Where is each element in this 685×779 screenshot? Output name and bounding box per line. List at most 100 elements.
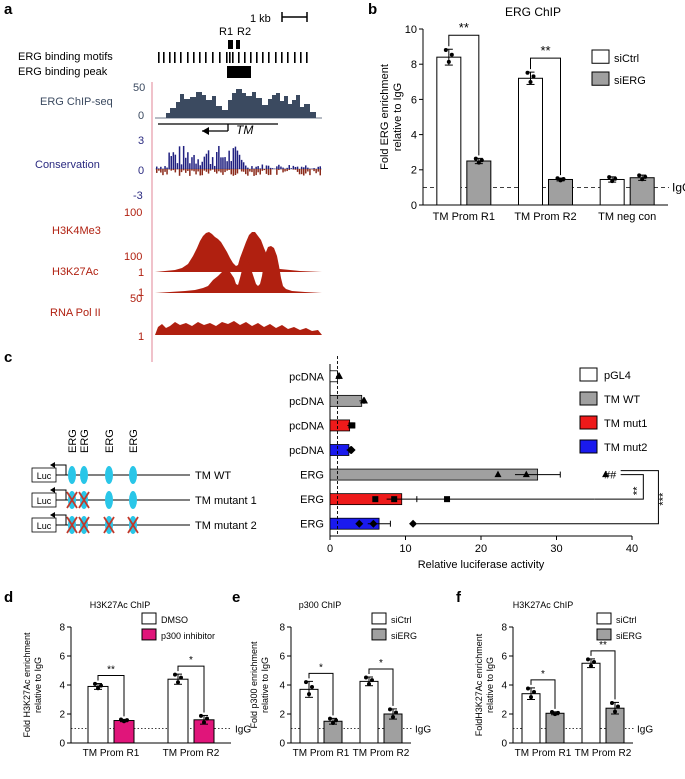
conservation-bar-pos-36 — [230, 161, 232, 169]
conservation-bar-pos-55 — [269, 167, 272, 169]
f-sig-label-1: ** — [599, 640, 607, 651]
conservation-bar-neg-64 — [288, 169, 290, 170]
b-point-0-0-2 — [446, 59, 451, 64]
conservation-max: 3 — [138, 135, 144, 147]
motif-tick-10 — [219, 52, 221, 63]
d-point-1-0-2 — [122, 719, 126, 724]
e-point-0-0-2 — [307, 692, 311, 697]
e-panel-letter: e — [232, 589, 240, 606]
conservation-bar-pos-15 — [187, 152, 189, 169]
c-x-tick-label-2: 20 — [475, 543, 487, 555]
f-bar-0-1 — [581, 662, 601, 744]
conservation-bar-pos-27 — [211, 157, 214, 169]
b-bar-0-2 — [599, 178, 625, 206]
f-sig-bracket-0 — [530, 679, 556, 709]
conservation-bar-pos-33 — [224, 157, 226, 169]
conservation-bar-pos-63 — [286, 167, 288, 169]
conservation-bar-neg-42 — [242, 169, 245, 172]
d-sig-bracket-0 — [97, 675, 125, 717]
e-y-tick-label-3: 6 — [279, 652, 285, 663]
b-point-0-2-0 — [607, 175, 612, 180]
f-point-0-1-2 — [589, 663, 593, 668]
erg-site-0-1 — [80, 466, 88, 484]
b-bar-1-2 — [629, 177, 655, 206]
b-point-1-0-2 — [476, 160, 481, 165]
erg-site-label-2: ERG — [104, 429, 116, 453]
conservation-bar-neg-38 — [234, 169, 237, 176]
e-point-1-0-0 — [328, 716, 332, 721]
conservation-bar-pos-68 — [296, 166, 299, 169]
conservation-bar-neg-39 — [236, 169, 239, 174]
b-y-tick-label-3: 6 — [411, 94, 417, 106]
conservation-bar-pos-1 — [158, 168, 160, 169]
b-point-1-1-1 — [561, 177, 566, 182]
d-bar-1-0 — [113, 720, 135, 744]
f-sig-label-0: * — [541, 669, 545, 680]
conservation-bar-pos-31 — [220, 157, 222, 169]
d-category-label-0: TM Prom R1 — [83, 748, 140, 759]
conservation-bar-neg-20 — [197, 169, 199, 172]
conservation-bar-pos-5 — [166, 167, 168, 169]
b-point-0-2-2 — [610, 179, 615, 184]
d-point-1-1-0 — [199, 713, 203, 718]
conservation-bar-pos-54 — [267, 165, 270, 169]
f-legend-label-1: siERG — [616, 631, 642, 641]
conservation-bar-pos-70 — [300, 166, 303, 169]
mutation-x-b-2-0 — [66, 516, 78, 534]
tss-arrow-1 — [52, 489, 67, 500]
motif-tick-11 — [226, 52, 228, 63]
conservation-bar-pos-9 — [174, 154, 177, 169]
b-point-0-1-1 — [531, 74, 536, 79]
luc-label-0: Luc — [37, 471, 52, 481]
region-r2-label: R2 — [237, 26, 251, 38]
tss-arrow-0 — [52, 464, 67, 475]
conservation-bar-pos-20 — [197, 159, 199, 169]
conservation-bar-pos-79 — [319, 166, 321, 169]
tss-arrowhead-0 — [50, 462, 55, 468]
b-y-tick-label-4: 8 — [411, 59, 417, 71]
conservation-bar-neg-69 — [298, 169, 301, 175]
c-point-4-2 — [602, 470, 610, 478]
e-y-label-line-0: Fold p300 enrichment — [249, 641, 259, 729]
region-r2-box — [236, 40, 240, 49]
c-row-label-3: pcDNA — [289, 445, 325, 457]
b-sig-bracket-1 — [530, 57, 561, 176]
conservation-bar-neg-51 — [261, 169, 264, 171]
conservation-bar-pos-41 — [240, 159, 243, 169]
conservation-bar-pos-32 — [222, 157, 224, 169]
c-legend-swatch-2 — [579, 415, 598, 430]
b-sig-label-0: ** — [459, 20, 469, 35]
b-y-tick-label-2: 4 — [411, 130, 417, 142]
conservation-bar-neg-33 — [224, 169, 226, 173]
conservation-bar-pos-65 — [290, 168, 292, 169]
conservation-bar-pos-25 — [207, 150, 210, 169]
conservation-bar-neg-12 — [180, 169, 183, 173]
conservation-bar-neg-21 — [199, 169, 201, 176]
c-point-6-2 — [409, 519, 418, 528]
d-igg-label: IgG — [235, 725, 251, 736]
d-point-1-0-0 — [119, 717, 123, 722]
b-point-0-0-0 — [443, 48, 448, 53]
mutation-x-b-2-1 — [78, 516, 90, 534]
c-point-6-0 — [355, 519, 364, 528]
conservation-bar-neg-7 — [170, 169, 172, 171]
conservation-bar-pos-2 — [160, 166, 162, 169]
erg-chipseq-max: 50 — [133, 82, 145, 94]
conservation-bar-neg-36 — [230, 169, 232, 175]
motif-tick-23 — [294, 52, 296, 63]
f-point-1-1-1 — [616, 704, 620, 709]
mutation-x-b-2-2 — [103, 516, 115, 534]
b-point-1-2-1 — [643, 174, 648, 179]
f-legend-swatch-0 — [596, 612, 612, 625]
tss-arrowhead-2 — [50, 512, 55, 518]
e-y-tick-label-2: 4 — [279, 681, 285, 692]
conservation-bar-pos-7 — [170, 156, 172, 169]
b-chart-title: ERG ChIP — [505, 5, 561, 19]
conservation-bar-neg-2 — [160, 169, 162, 173]
erg-site-0-3 — [129, 466, 137, 484]
gene-label: TM — [236, 123, 253, 137]
conservation-bar-neg-70 — [300, 169, 303, 175]
construct-label-0: TM WT — [195, 470, 231, 482]
e-category-label-1: TM Prom R2 — [353, 748, 410, 759]
d-point-0-1-1 — [179, 675, 183, 680]
